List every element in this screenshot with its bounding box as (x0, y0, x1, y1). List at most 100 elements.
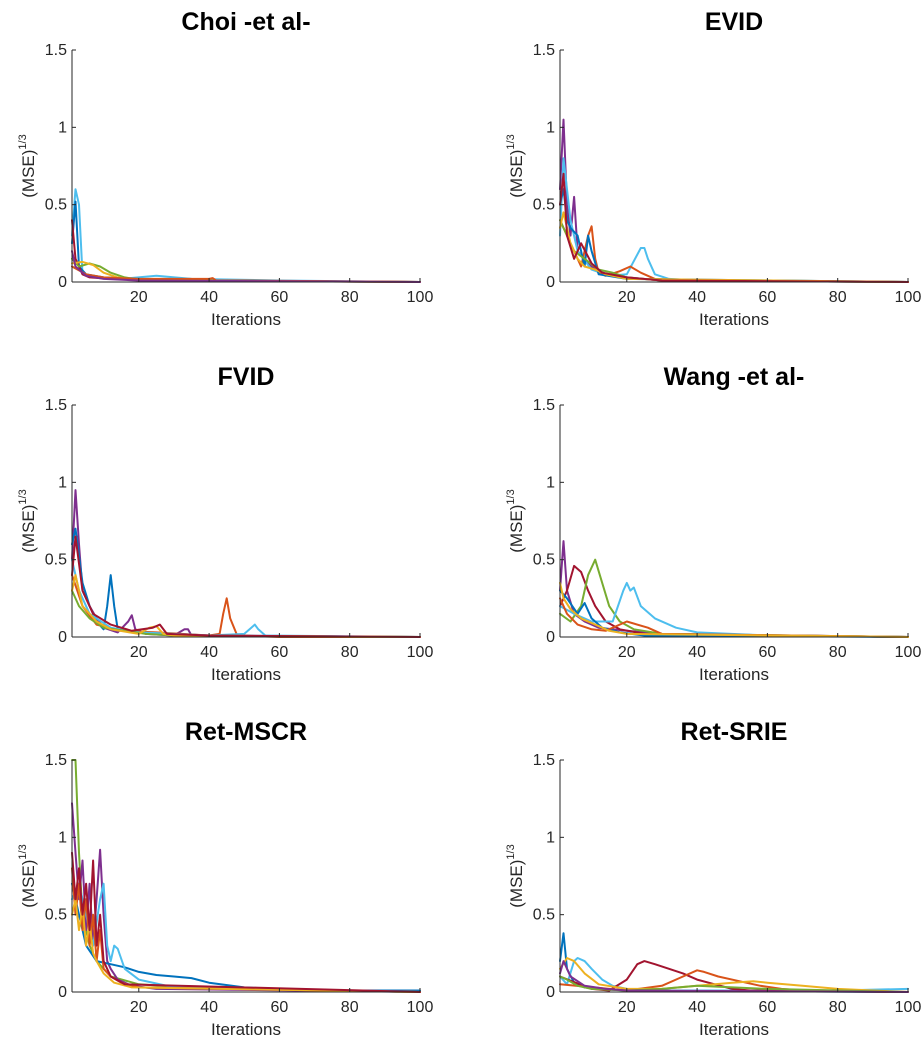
y-tick-label: 0 (58, 984, 67, 1001)
chart-panel-2: EVID 0 0.5 1 1.5 20 40 60 80 100 Iterations (MSE)1/… (505, 8, 921, 329)
series-line-2 (559, 564, 909, 638)
x-tick-label: 20 (618, 644, 636, 661)
chart-title: Wang -et al- (664, 363, 805, 391)
x-tick-label: 100 (407, 289, 434, 306)
y-tick-label: 1.5 (533, 42, 555, 59)
y-tick-label: 1 (546, 829, 555, 846)
y-axis-label-base: (MSE) (507, 150, 526, 198)
x-tick-label: 60 (270, 644, 288, 661)
series-line-7 (559, 172, 909, 283)
chart-panel-6: Ret-SRIE 0 0.5 1 1.5 20 40 60 80 100 Iterations (MS… (505, 718, 921, 1039)
y-tick-label: 0.5 (45, 552, 67, 569)
x-tick-label: 60 (270, 289, 288, 306)
chart-title: Choi -et al- (181, 8, 310, 36)
x-tick-label: 60 (758, 999, 776, 1016)
series-line-7 (559, 581, 909, 638)
x-axis-label: Iterations (211, 1020, 281, 1039)
x-tick-label: 20 (130, 999, 148, 1016)
x-tick-label: 100 (895, 644, 922, 661)
y-axis-label-base: (MSE) (19, 505, 38, 553)
y-tick-label: 1 (58, 474, 67, 491)
y-tick-label: 0.5 (533, 552, 555, 569)
x-tick-label: 80 (341, 999, 359, 1016)
y-axis-label-exponent: 1/3 (505, 489, 517, 504)
y-tick-label: 0 (546, 984, 555, 1001)
series-line-6 (71, 898, 421, 993)
y-tick-label: 0 (546, 274, 555, 291)
y-axis-label: (MSE)1/3 (505, 134, 526, 197)
y-tick-label: 1.5 (45, 752, 67, 769)
y-axis-label-exponent: 1/3 (505, 134, 517, 149)
y-tick-label: 0.5 (533, 907, 555, 924)
chart-title: Ret-SRIE (681, 718, 788, 746)
series-group (559, 118, 909, 283)
x-axis-label: Iterations (699, 1020, 769, 1039)
x-axis-label: Iterations (211, 665, 281, 684)
y-axis-label: (MSE)1/3 (17, 134, 38, 197)
x-tick-label: 80 (341, 289, 359, 306)
x-axis-label: Iterations (699, 665, 769, 684)
series-group (71, 759, 421, 993)
series-line-6 (559, 597, 909, 638)
y-tick-label: 1 (546, 119, 555, 136)
chart-panel-1: Choi -et al- 0 0.5 1 1.5 20 40 60 80 100 Iteration… (17, 8, 433, 329)
series-group (559, 540, 909, 638)
y-tick-label: 1 (58, 119, 67, 136)
x-axis-label: Iterations (699, 310, 769, 329)
x-tick-label: 80 (341, 644, 359, 661)
y-axis-label: (MSE)1/3 (505, 489, 526, 552)
y-tick-label: 0.5 (45, 907, 67, 924)
y-axis-label: (MSE)1/3 (505, 844, 526, 907)
x-tick-label: 20 (130, 644, 148, 661)
x-tick-label: 40 (688, 644, 706, 661)
y-axis-label: (MSE)1/3 (17, 489, 38, 552)
y-tick-label: 1.5 (533, 752, 555, 769)
y-tick-label: 1.5 (533, 397, 555, 414)
x-tick-label: 40 (688, 289, 706, 306)
y-axis-label-base: (MSE) (19, 860, 38, 908)
series-line-7 (71, 535, 421, 638)
y-tick-label: 0 (58, 629, 67, 646)
x-tick-label: 20 (618, 289, 636, 306)
y-tick-label: 1 (58, 829, 67, 846)
x-tick-label: 100 (895, 999, 922, 1016)
y-axis-label-base: (MSE) (19, 150, 38, 198)
series-line-3 (559, 558, 909, 638)
x-tick-label: 80 (829, 999, 847, 1016)
chart-title: FVID (218, 363, 275, 391)
chart-title: EVID (705, 8, 763, 36)
y-tick-label: 0 (58, 274, 67, 291)
y-axis-label-exponent: 1/3 (17, 134, 29, 149)
y-axis-label-exponent: 1/3 (505, 844, 517, 859)
x-tick-label: 60 (270, 999, 288, 1016)
y-tick-label: 1.5 (45, 397, 67, 414)
y-tick-label: 0.5 (533, 197, 555, 214)
y-tick-label: 1 (546, 474, 555, 491)
y-axis-label-exponent: 1/3 (17, 489, 29, 504)
series-line-7 (71, 851, 421, 993)
y-tick-label: 0 (546, 629, 555, 646)
x-tick-label: 100 (407, 644, 434, 661)
series-group (559, 932, 909, 993)
y-tick-label: 1.5 (45, 42, 67, 59)
y-axis-label: (MSE)1/3 (17, 844, 38, 907)
x-tick-label: 80 (829, 644, 847, 661)
x-tick-label: 100 (407, 999, 434, 1016)
x-tick-label: 20 (130, 289, 148, 306)
x-tick-label: 40 (200, 644, 218, 661)
x-tick-label: 80 (829, 289, 847, 306)
y-axis-label-base: (MSE) (507, 505, 526, 553)
x-tick-label: 40 (200, 999, 218, 1016)
y-tick-label: 0.5 (45, 197, 67, 214)
chart-panel-3: FVID 0 0.5 1 1.5 20 40 60 80 100 Iterations (MSE)1/… (17, 363, 433, 684)
x-tick-label: 40 (688, 999, 706, 1016)
x-tick-label: 100 (895, 289, 922, 306)
chart-panel-4: Wang -et al- 0 0.5 1 1.5 20 40 60 80 100 Iteration… (505, 363, 921, 684)
x-tick-label: 40 (200, 289, 218, 306)
chart-panel-5: Ret-MSCR 0 0.5 1 1.5 20 40 60 80 100 Iterations (MS… (17, 718, 433, 1039)
x-tick-label: 60 (758, 289, 776, 306)
y-axis-label-base: (MSE) (507, 860, 526, 908)
x-tick-label: 60 (758, 644, 776, 661)
